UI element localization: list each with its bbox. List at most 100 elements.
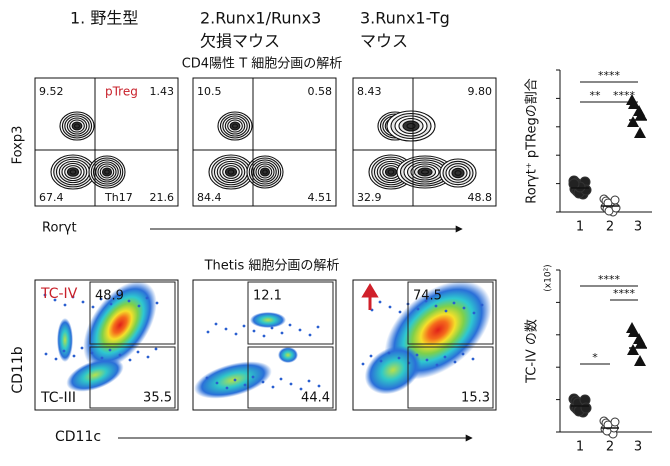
event-dot bbox=[137, 304, 141, 308]
event-dot bbox=[108, 348, 112, 352]
event-dot bbox=[215, 381, 219, 385]
event-dot bbox=[379, 359, 383, 363]
event-dot bbox=[388, 305, 392, 309]
section-title: CD4陽性 T 細胞分画の解析 bbox=[182, 57, 343, 72]
data-point bbox=[627, 116, 639, 127]
quadrant-value: 0.58 bbox=[308, 85, 333, 98]
contour bbox=[387, 169, 395, 175]
column-label: マウス bbox=[360, 32, 408, 51]
contour bbox=[74, 123, 80, 129]
contour bbox=[232, 123, 238, 129]
event-dot bbox=[243, 383, 247, 387]
event-dot bbox=[416, 307, 420, 311]
x-tick-label: 2 bbox=[606, 440, 614, 455]
data-point bbox=[628, 98, 640, 109]
gate-value: 44.4 bbox=[301, 391, 330, 406]
event-dot bbox=[136, 350, 140, 354]
significance: * bbox=[592, 351, 598, 364]
event-dot bbox=[271, 385, 275, 389]
event-dot bbox=[127, 299, 131, 303]
event-dot bbox=[425, 358, 429, 362]
contour bbox=[406, 122, 416, 130]
event-dot bbox=[298, 328, 302, 332]
event-dot bbox=[81, 300, 85, 304]
event-dot bbox=[90, 351, 94, 355]
quadrant-value: 9.80 bbox=[468, 85, 493, 98]
quadrant-value: 8.43 bbox=[357, 85, 382, 98]
data-point bbox=[634, 355, 646, 366]
x-tick-label: 2 bbox=[606, 220, 614, 235]
quadrant-value: 32.9 bbox=[357, 191, 382, 204]
event-dot bbox=[71, 295, 75, 299]
section-title: Thetis 細胞分画の解析 bbox=[204, 259, 340, 274]
event-dot bbox=[462, 306, 466, 310]
event-dot bbox=[288, 323, 292, 327]
event-dot bbox=[214, 322, 218, 326]
quadrant-value: 9.52 bbox=[39, 85, 64, 98]
quadrant-value: 48.8 bbox=[468, 191, 493, 204]
event-dot bbox=[43, 293, 47, 297]
event-dot bbox=[480, 303, 484, 307]
event-dot bbox=[289, 382, 293, 386]
quadrant-value: 21.6 bbox=[150, 191, 175, 204]
data-point bbox=[610, 417, 620, 427]
y-axis-label: TC-IV の数 bbox=[525, 319, 540, 384]
event-dot bbox=[224, 327, 228, 331]
column-label: 2.Runx1/Runx3 bbox=[200, 9, 321, 28]
gate-value: 12.1 bbox=[253, 289, 282, 304]
axis-label: Rorγt bbox=[42, 221, 77, 236]
event-dot bbox=[317, 384, 321, 388]
quadrant-value: 67.4 bbox=[39, 191, 64, 204]
event-dot bbox=[117, 294, 121, 298]
data-point bbox=[580, 402, 592, 414]
event-dot bbox=[225, 386, 229, 390]
event-dot bbox=[99, 297, 103, 301]
event-dot bbox=[307, 379, 311, 383]
data-point bbox=[635, 337, 647, 348]
significance: ** bbox=[590, 89, 602, 102]
event-dot bbox=[206, 330, 210, 334]
density bbox=[364, 345, 422, 395]
y-axis-label: Rorγt⁺ pTRegの割合 bbox=[525, 78, 540, 203]
event-dot bbox=[415, 353, 419, 357]
event-dot bbox=[435, 363, 439, 367]
event-dot bbox=[461, 352, 465, 356]
event-dot bbox=[424, 299, 428, 303]
event-dot bbox=[378, 300, 382, 304]
data-point bbox=[628, 326, 640, 337]
event-dot bbox=[279, 377, 283, 381]
gate bbox=[407, 281, 494, 345]
event-dot bbox=[308, 333, 312, 337]
gate-label: TC-III bbox=[40, 390, 76, 406]
arrow-up bbox=[361, 283, 379, 310]
gate bbox=[89, 346, 176, 409]
density bbox=[57, 318, 73, 362]
gate bbox=[407, 346, 494, 409]
event-dot bbox=[316, 325, 320, 329]
quadrant-value: 84.4 bbox=[197, 191, 222, 204]
contour bbox=[420, 169, 430, 175]
event-dot bbox=[262, 334, 266, 338]
event-dot bbox=[205, 376, 209, 380]
contour bbox=[454, 170, 462, 176]
quadrant-value: 10.5 bbox=[197, 85, 222, 98]
event-dot bbox=[452, 301, 456, 305]
event-dot bbox=[369, 354, 373, 358]
significance: **** bbox=[598, 273, 621, 286]
event-dot bbox=[62, 349, 66, 353]
unit-label: (x10²) bbox=[544, 264, 554, 291]
event-dot bbox=[146, 355, 150, 359]
significance: **** bbox=[613, 287, 636, 300]
quadrant-value: 1.43 bbox=[150, 85, 175, 98]
gate-value: 35.5 bbox=[143, 391, 172, 406]
gate-label: pTreg bbox=[105, 85, 138, 99]
event-dot bbox=[387, 351, 391, 355]
event-dot bbox=[234, 332, 238, 336]
gate-value: 48.9 bbox=[95, 289, 124, 304]
gate-value: 15.3 bbox=[461, 391, 490, 406]
quadrant-value: 4.51 bbox=[308, 191, 333, 204]
axis-label: CD11c bbox=[55, 429, 101, 445]
significance: **** bbox=[598, 69, 621, 82]
